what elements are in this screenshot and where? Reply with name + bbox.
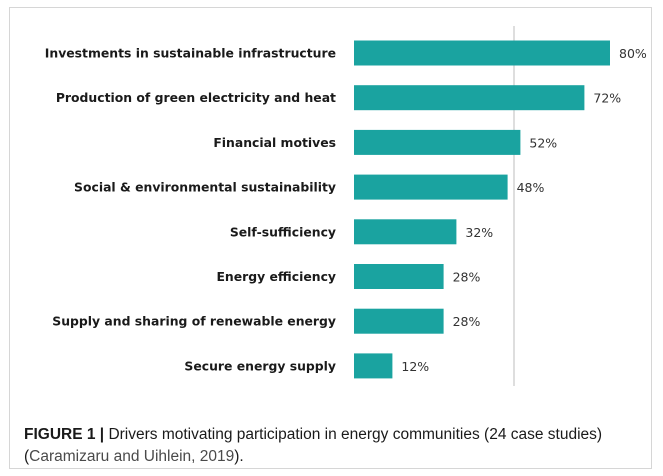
value-label: 32% [465, 225, 493, 240]
bar [354, 174, 508, 200]
caption-label: FIGURE 1 | [24, 426, 105, 443]
bar [354, 40, 610, 66]
figure-frame [9, 7, 652, 469]
bar [354, 308, 444, 334]
value-label: 28% [453, 270, 481, 285]
bar [354, 129, 521, 155]
value-label: 52% [529, 135, 557, 150]
value-label: 72% [593, 91, 621, 106]
value-label: 28% [453, 314, 481, 329]
category-label: Supply and sharing of renewable energy [52, 314, 336, 329]
figure-caption: FIGURE 1 | Drivers motivating participat… [24, 424, 644, 468]
category-label: Energy efficiency [216, 269, 336, 284]
bar [354, 85, 585, 111]
caption-end: ). [234, 448, 244, 465]
category-label: Social & environmental sustainability [74, 180, 336, 195]
bar [354, 219, 457, 245]
category-label: Secure energy supply [184, 358, 336, 373]
bar-chart: Investments in sustainable infrastructur… [45, 26, 647, 386]
caption-reference: Caramizaru and Uihlein, 2019 [29, 448, 235, 465]
value-label: 12% [401, 359, 429, 374]
category-label: Self-sufficiency [230, 224, 336, 239]
value-label: 48% [517, 180, 545, 195]
category-label: Financial motives [213, 135, 336, 150]
bar [354, 353, 393, 379]
caption-text: Drivers motivating participation in ener… [24, 426, 603, 465]
category-label: Investments in sustainable infrastructur… [45, 46, 336, 61]
category-label: Production of green electricity and heat [56, 90, 336, 105]
bar [354, 264, 444, 289]
value-label: 80% [619, 46, 647, 61]
